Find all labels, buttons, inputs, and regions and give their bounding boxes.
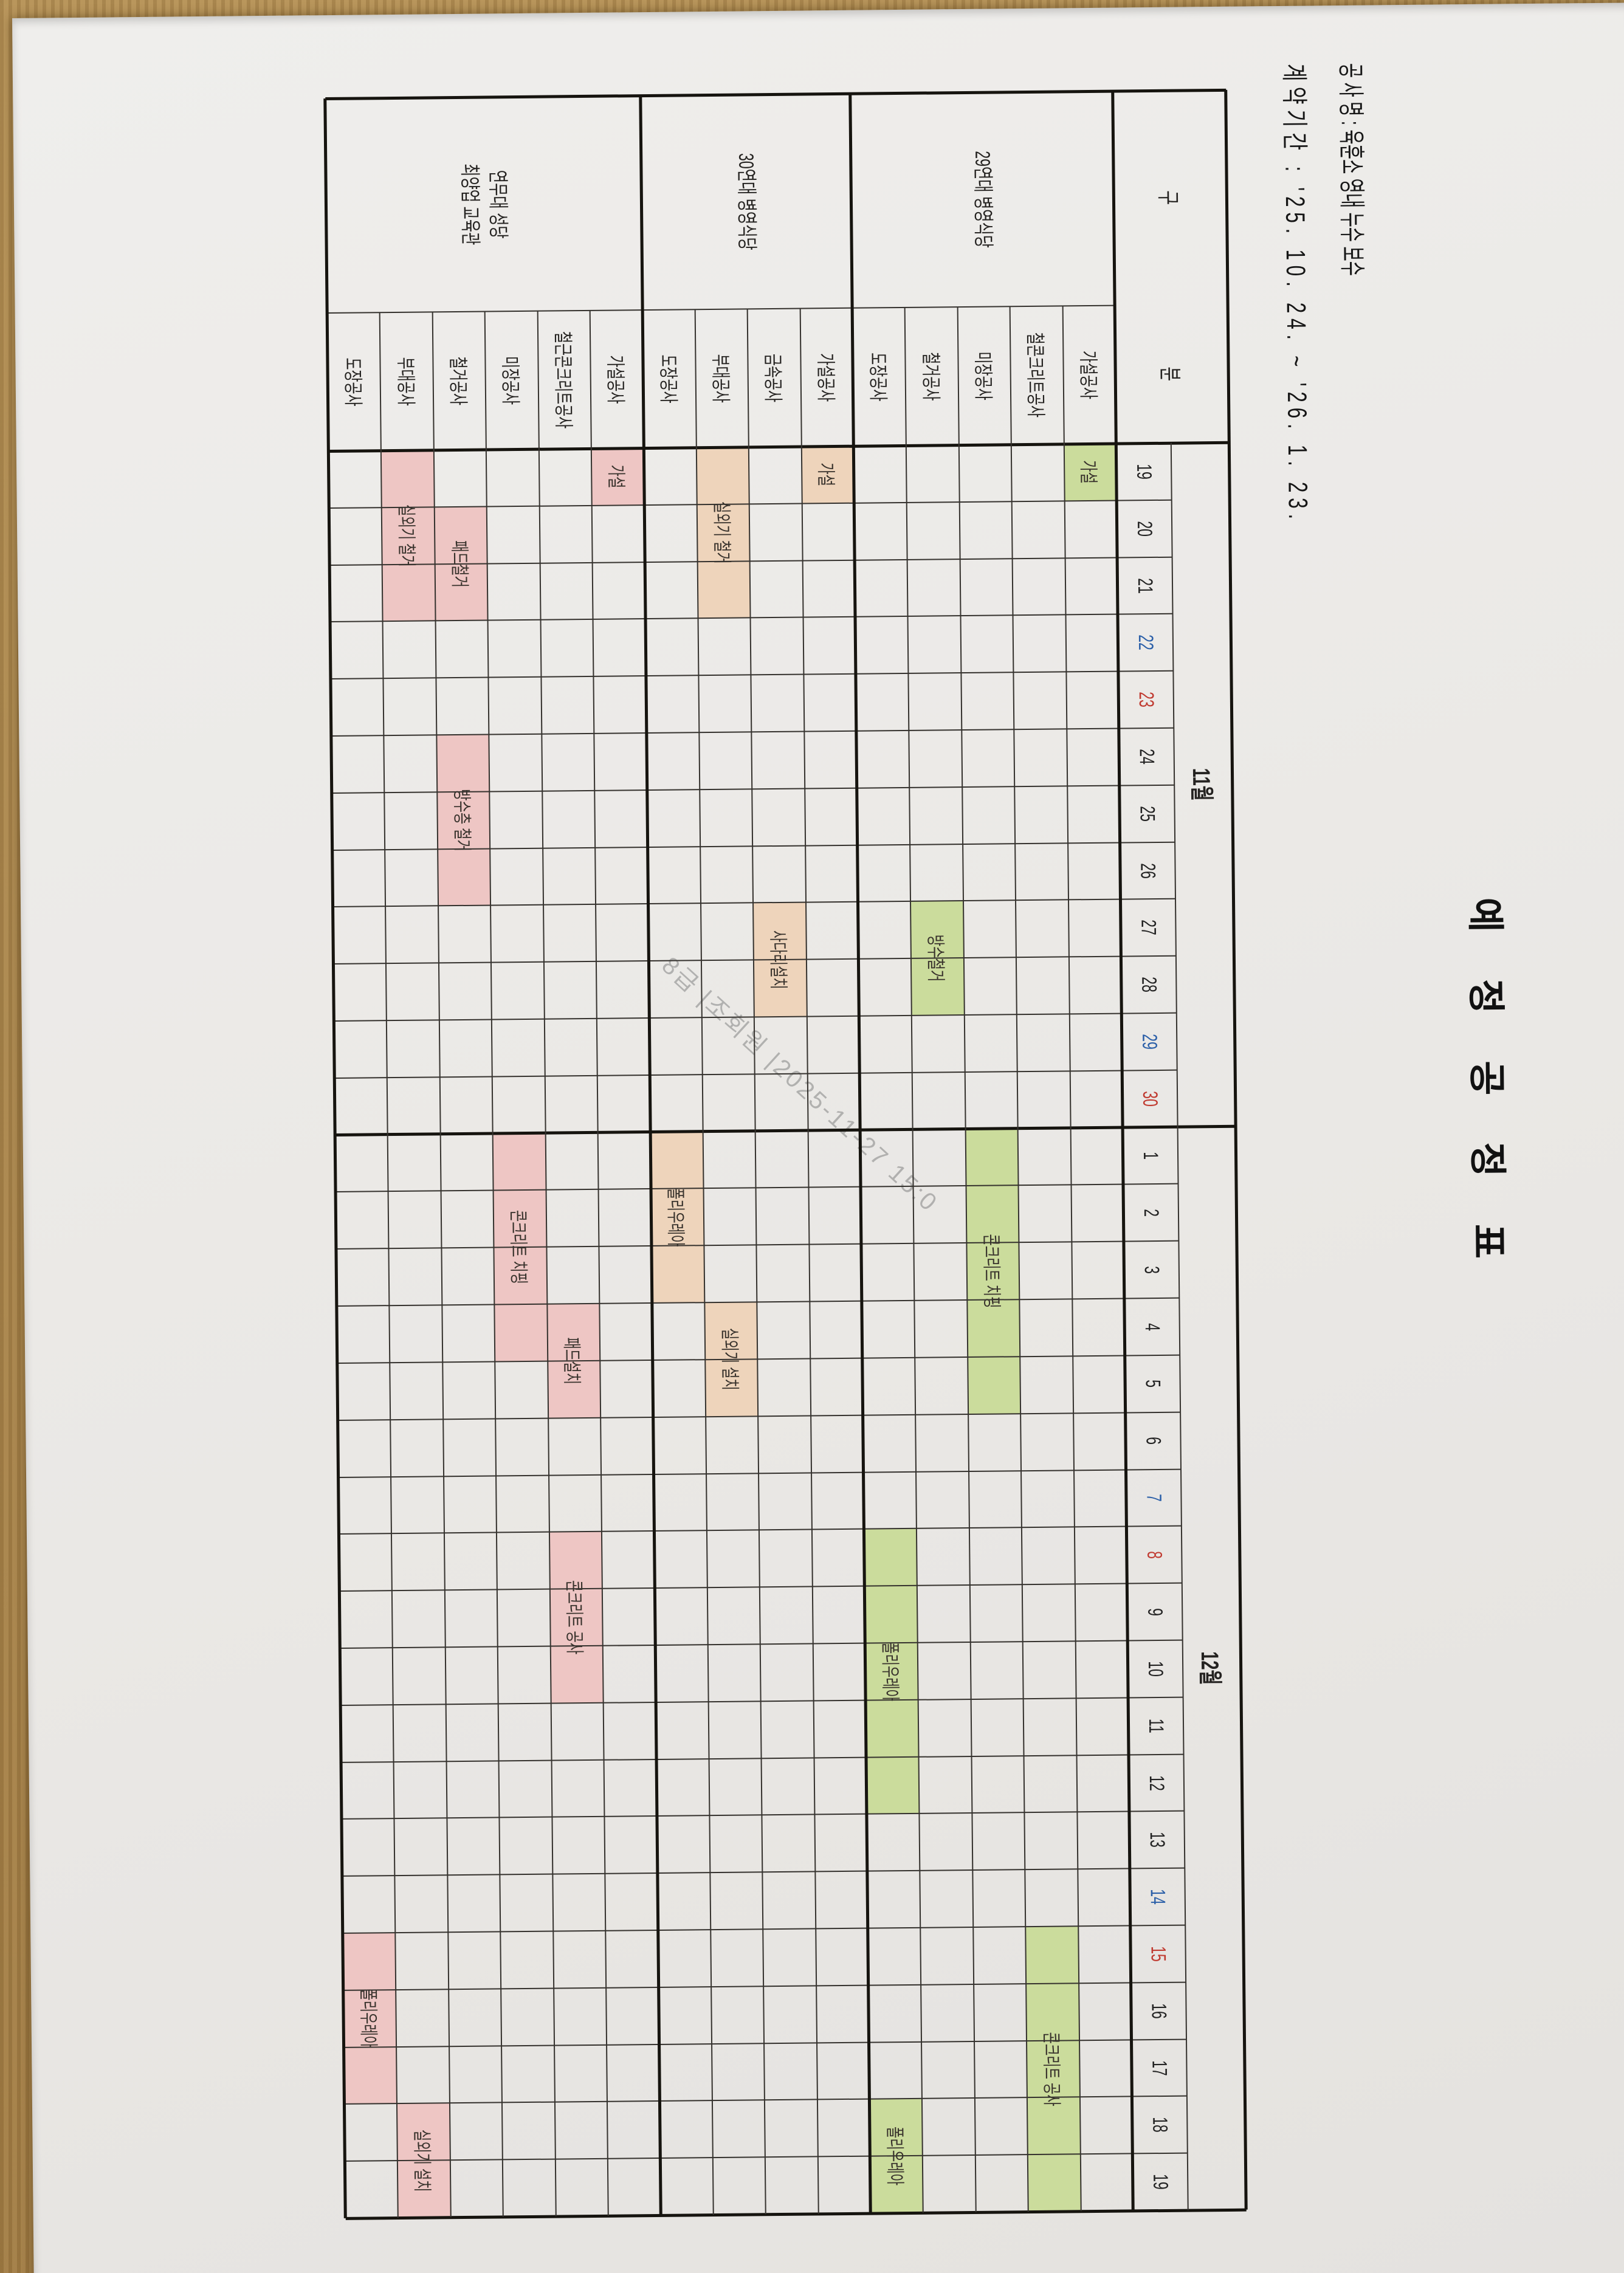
date-header-cell: 13	[1146, 1832, 1169, 1848]
date-header-cell: 7	[1142, 1493, 1166, 1502]
date-header-cell: 8	[1143, 1550, 1166, 1559]
date-header-cell: 9	[1143, 1608, 1167, 1616]
date-header-cell: 11	[1144, 1718, 1168, 1733]
date-header-cell: 25	[1136, 805, 1160, 822]
day-column-line	[342, 1867, 1185, 1877]
gantt-bar: 방수층 철거	[436, 734, 491, 906]
gantt-bar: 폴리우레아	[650, 1131, 705, 1304]
date-header-cell: 4	[1141, 1322, 1165, 1331]
worktype-cell: 도장공사	[342, 357, 365, 407]
date-header-cell: 16	[1147, 2003, 1171, 2019]
date-header-cell: 15	[1147, 1945, 1171, 1962]
worktype-cell: 철거공사	[919, 351, 942, 401]
worktype-cell: 도장공사	[867, 352, 890, 402]
worktype-cell: 금속공사	[762, 353, 785, 402]
date-header-cell: 1	[1139, 1152, 1163, 1160]
group-name-cell: 30연대 병영식당	[734, 153, 759, 250]
day-column-line	[338, 1411, 1181, 1421]
date-header-cell: 14	[1146, 1889, 1170, 1905]
day-column-line	[340, 1696, 1183, 1706]
gantt-bar: 폴리우레아	[864, 1529, 920, 1814]
worktype-cell: 도장공사	[656, 354, 680, 404]
group-name-cell: 연무대 성당 최양업 교육관	[458, 163, 510, 246]
page-title: 예 정 공 정 표	[1464, 897, 1509, 1277]
date-header-cell: 26	[1136, 862, 1160, 879]
day-column-line	[336, 1240, 1179, 1250]
day-column-line	[337, 1354, 1180, 1364]
day-column-line	[341, 1753, 1184, 1763]
date-header-cell: 21	[1134, 577, 1157, 594]
date-header-cell: 28	[1137, 977, 1161, 993]
date-header-cell: 23	[1135, 692, 1158, 708]
date-header-cell: 19	[1132, 464, 1156, 480]
paper-sheet: 예 정 공 정 표 공 사 명 : 육훈소 영내 누수 보수 계약기간 : '2…	[12, 2, 1624, 2273]
date-header-cell: 6	[1141, 1437, 1166, 1445]
date-header-cell: 10	[1144, 1660, 1168, 1677]
date-header-cell: 22	[1134, 634, 1158, 651]
day-column-line	[339, 1525, 1182, 1535]
worktype-cell: 미장공사	[972, 351, 995, 401]
corner-header-gubun: 분	[1157, 366, 1183, 382]
worktype-cell: 가설공사	[814, 352, 837, 402]
gantt-bar: 실외기 철거	[381, 450, 436, 622]
day-column-line	[339, 1582, 1182, 1592]
date-header-cell: 20	[1133, 520, 1157, 537]
day-column-line	[331, 727, 1174, 737]
date-header-cell: 24	[1135, 749, 1159, 765]
day-column-line	[335, 1183, 1178, 1193]
contract-period-line: 계약기간 : '25. 10. 24. ~ '26. 1. 23.	[1278, 63, 1313, 525]
date-header-cell: 18	[1148, 2117, 1172, 2133]
day-column-line	[329, 499, 1172, 509]
worktype-cell: 철거공사	[447, 356, 470, 405]
day-column-line	[331, 670, 1174, 680]
day-column-line	[342, 1810, 1185, 1820]
date-header-cell: 2	[1140, 1208, 1163, 1217]
project-name-line: 공 사 명 : 육훈소 영내 누수 보수	[1335, 63, 1368, 277]
date-header-cell: 5	[1141, 1380, 1165, 1388]
corner-header-gubun: 구	[1155, 190, 1181, 205]
date-header-cell: 17	[1147, 2060, 1172, 2076]
date-header-cell: 19	[1149, 2174, 1172, 2190]
day-column-line	[334, 1069, 1177, 1079]
worktype-cell: 가설공사	[1077, 350, 1099, 399]
day-column-line	[340, 1639, 1183, 1649]
worktype-cell: 철근콘크리트공사	[551, 331, 575, 429]
gantt-bar: 콘크리트 치핑	[965, 1128, 1021, 1414]
worktype-cell: 철콘크리트공사	[1024, 332, 1047, 418]
gantt-bar: 가설	[1064, 443, 1117, 501]
gantt-bar: 실외기 철거	[696, 447, 751, 619]
date-header-cell: 29	[1138, 1034, 1161, 1050]
gantt-bar: 가설	[801, 445, 855, 504]
worktype-cell: 부대공사	[709, 354, 732, 403]
date-header-cell: 12	[1145, 1775, 1169, 1791]
gantt-bar: 폴리우레아	[343, 1933, 397, 2105]
gantt-bar: 가설	[591, 448, 645, 506]
gantt-bar: 콘크리트 공사	[549, 1532, 604, 1704]
gantt-bar: 콘크리트 공사	[1025, 1926, 1081, 2212]
day-column-line	[339, 1468, 1182, 1478]
worktype-cell: 미장공사	[499, 356, 522, 405]
group-name-cell: 29연대 병영식당	[971, 151, 995, 249]
date-header-cell: 27	[1137, 920, 1161, 936]
date-header-cell: 3	[1140, 1265, 1164, 1274]
date-header-cell: 30	[1138, 1090, 1162, 1107]
month-boundary-line	[335, 1124, 1236, 1137]
day-column-line	[337, 1297, 1180, 1307]
month-header: 11월	[1187, 768, 1215, 802]
table-right-border	[345, 2208, 1247, 2220]
worktype-cell: 가설공사	[604, 354, 627, 404]
worktype-cell: 부대공사	[394, 357, 417, 406]
document-landscape-content: 예 정 공 정 표 공 사 명 : 육훈소 영내 누수 보수 계약기간 : '2…	[0, 3, 1624, 2273]
